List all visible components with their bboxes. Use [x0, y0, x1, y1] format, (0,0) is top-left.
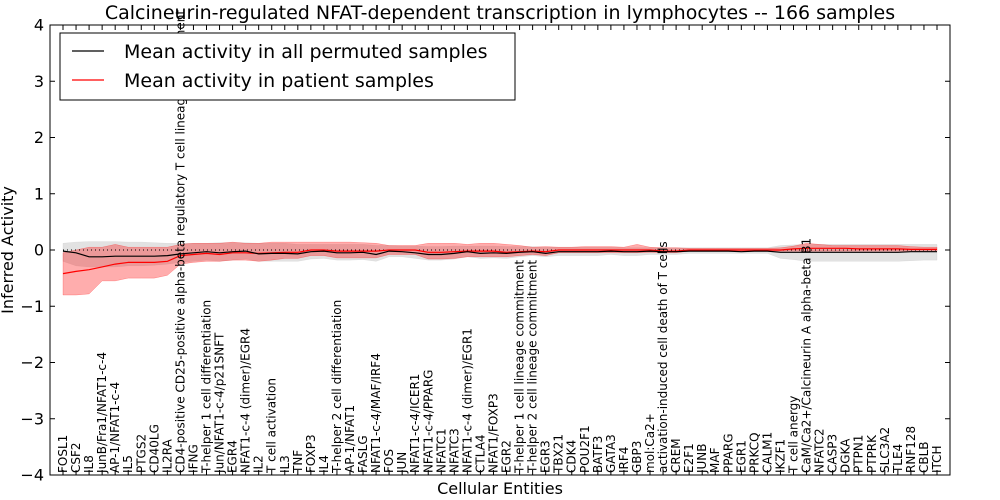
category-label: AP-1/NFAT1 — [343, 405, 357, 473]
category-label: IL2 — [252, 455, 266, 473]
category-label: EGR4 — [226, 440, 240, 473]
legend-label-patient: Mean activity in patient samples — [124, 70, 434, 92]
chart-title: Calcineurin-regulated NFAT-dependent tra… — [105, 2, 895, 24]
y-axis: 4 3 2 1 0 −1 −2 −3 −4 — [20, 16, 950, 485]
category-label: POU2F1 — [578, 425, 592, 473]
category-label: T cell activation — [265, 378, 279, 474]
y-tick-label: 3 — [34, 72, 44, 91]
category-label: CBLB — [917, 442, 931, 474]
category-label: CASP3 — [826, 434, 840, 473]
category-label: JunB/Fra1/NFAT1-c-4 — [95, 352, 109, 474]
line-patient-mean — [62, 247, 937, 275]
category-label: GBP3 — [630, 441, 644, 473]
category-label: CALM1 — [760, 432, 774, 473]
x-axis-label: Cellular Entities — [437, 479, 563, 498]
category-label: DGKA — [839, 438, 853, 473]
category-label: NFAT1/FOXP3 — [487, 393, 501, 473]
category-label: CDK4 — [565, 440, 579, 473]
series-lines — [62, 247, 937, 275]
line-permuted-mean — [62, 250, 937, 258]
category-label: IL8 — [82, 455, 96, 473]
category-label: JUN — [395, 452, 409, 474]
category-label: NFAT1-c-4/PPARG — [421, 370, 435, 474]
category-label: EGR2 — [500, 440, 514, 473]
category-label: TNF — [291, 450, 305, 474]
category-label: GATA3 — [604, 434, 618, 473]
category-label: IL5 — [121, 455, 135, 473]
x-axis-ticks — [62, 25, 938, 475]
category-labels: FOSL1 CSF2 IL8 JunB/Fra1/NFAT1-c-4 AP-1/NFAT… — [56, 10, 944, 474]
category-label: E2F1 — [682, 443, 696, 473]
category-label: T-helper 1 cell differentiation — [200, 300, 214, 474]
y-tick-label: −4 — [20, 466, 44, 485]
category-label: CREM — [669, 438, 683, 473]
y-tick-label: 1 — [34, 184, 44, 203]
category-label: FOSL1 — [56, 435, 70, 473]
y-tick-label: 0 — [34, 241, 44, 260]
category-label: NFATC3 — [447, 428, 461, 473]
legend-label-permuted: Mean activity in all permuted samples — [124, 41, 487, 63]
category-label: RNF128 — [904, 426, 918, 473]
category-label: PTPRK — [865, 434, 879, 473]
category-label: activation-induced cell death of T cells — [656, 241, 670, 473]
y-tick-label: −2 — [20, 353, 44, 372]
category-label: PTGS2 — [134, 434, 148, 473]
category-label: mol:Ca2+ — [643, 413, 657, 473]
category-label: Jun/NFAT1-c-4/p21SNFT — [213, 332, 227, 474]
category-label: IL2RA — [160, 438, 174, 473]
category-label: T cell anergy — [787, 396, 801, 474]
category-label: AP-1/NFAT1-c-4 — [108, 382, 122, 473]
y-tick-label: −3 — [20, 409, 44, 428]
category-label: NFATC1 — [434, 428, 448, 473]
category-label: MAF — [708, 447, 722, 473]
category-label: IL4 — [317, 455, 331, 473]
category-label: PRKCQ — [747, 432, 761, 473]
y-axis-label: Inferred Activity — [0, 186, 17, 314]
category-label: FOS — [382, 449, 396, 473]
legend-box — [59, 32, 516, 101]
category-label: TBX21 — [552, 434, 566, 474]
category-label: T-helper 2 cell lineage commitment — [526, 260, 540, 474]
category-label: FASLG — [356, 435, 370, 473]
category-label: NFAT1-c-4/MAF/IRF4 — [369, 353, 383, 473]
category-label: NFAT1-c-4/ICER1 — [408, 374, 422, 473]
y-tick-label: 4 — [34, 16, 44, 35]
category-label: FOXP3 — [304, 434, 318, 473]
category-label: PPARG — [721, 433, 735, 473]
category-label: NFAT1-c-4 (dimer)/EGR4 — [239, 328, 253, 473]
category-label: IRF4 — [617, 447, 631, 473]
category-label: ITCH — [930, 445, 944, 473]
category-label: IFNG — [186, 444, 200, 473]
category-label: T-helper 1 cell lineage commitment — [513, 260, 527, 474]
category-label: IL3 — [278, 455, 292, 473]
band-permuted — [62, 241, 938, 268]
legend: Mean activity in all permuted samples Me… — [59, 32, 516, 101]
category-label: NFATC2 — [813, 428, 827, 473]
category-label: PTPN1 — [852, 435, 866, 473]
category-label: NFAT1-c-4 (dimer)/EGR1 — [460, 328, 474, 473]
category-label: CD4-positive CD25-positive alpha-beta re… — [173, 10, 187, 473]
category-label: CSF2 — [69, 442, 83, 473]
category-label: CTLA4 — [473, 434, 487, 473]
category-label: TLE4 — [891, 444, 905, 474]
category-label: EGR3 — [539, 440, 553, 473]
category-label: BATF3 — [591, 436, 605, 473]
y-tick-label: 2 — [34, 128, 44, 147]
category-label: CaM/Ca2+/Calcineurin A alpha-beta B1 — [800, 238, 814, 473]
category-label: SLC3A2 — [878, 427, 892, 473]
category-label: CD40LG — [147, 424, 161, 473]
category-label: IKZF1 — [774, 439, 788, 473]
category-label: T-helper 2 cell differentiation — [330, 300, 344, 474]
category-label: JUNB — [695, 443, 709, 474]
y-tick-label: −1 — [20, 297, 44, 316]
category-label: EGR1 — [734, 440, 748, 473]
